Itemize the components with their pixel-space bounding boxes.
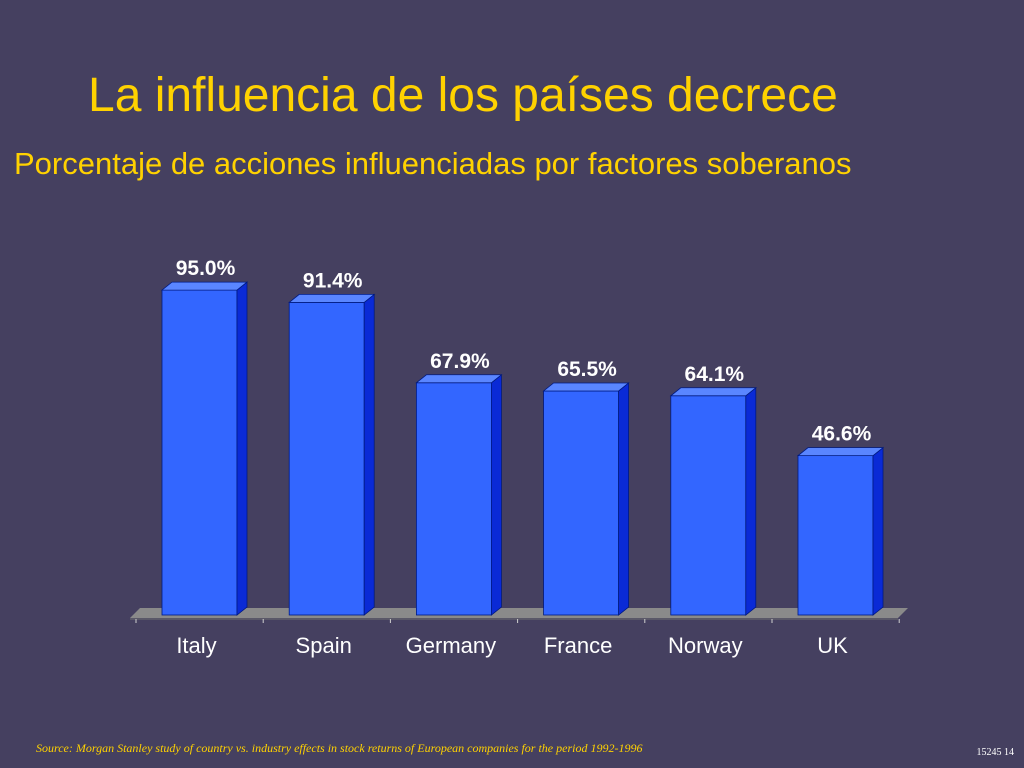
bar-italy (161, 289, 238, 616)
value-label: 91.4% (303, 269, 363, 292)
chart-labels: 95.0% Italy 91.4% Spain 67.9% Germany 65.5% Fra… (176, 257, 872, 658)
bar-top-germany (415, 374, 503, 384)
chart-bars (160, 281, 885, 616)
slide-title: La influencia de los países decrece (88, 69, 838, 122)
bar-side-uk (872, 446, 884, 616)
bar-side-france (618, 382, 629, 616)
bar-side-germany (490, 373, 502, 616)
category-label: UK (817, 633, 848, 658)
value-label: 67.9% (430, 350, 490, 373)
bar-france (543, 390, 619, 616)
bar-side-spain (363, 293, 375, 616)
chart-floor (130, 608, 908, 623)
bar-top-spain (288, 294, 376, 303)
value-label: 65.5% (557, 358, 617, 381)
category-label: France (544, 633, 612, 658)
bar-norway (670, 395, 747, 616)
chart-floor-plane (130, 608, 908, 618)
bar-top-norway (669, 387, 757, 397)
bar-top-uk (796, 447, 885, 457)
bar-side-italy (236, 281, 248, 616)
bar-top-france (542, 382, 630, 392)
category-label: Italy (176, 633, 216, 658)
category-label: Norway (668, 633, 743, 658)
bar-spain (288, 302, 365, 616)
slide-number: 15245 14 (976, 747, 1015, 758)
slide-subtitle: Porcentaje de acciones influenciadas por… (14, 146, 852, 181)
bar-side-norway (745, 386, 757, 616)
source-note: Source: Morgan Stanley study of country … (36, 741, 643, 755)
bar-uk (797, 455, 874, 616)
category-label: Spain (296, 633, 352, 658)
value-label: 95.0% (176, 257, 236, 280)
bar-germany (415, 382, 492, 616)
value-label: 64.1% (685, 363, 745, 386)
bar-top-italy (160, 281, 249, 291)
value-label: 46.6% (812, 423, 872, 446)
category-label: Germany (406, 633, 496, 658)
